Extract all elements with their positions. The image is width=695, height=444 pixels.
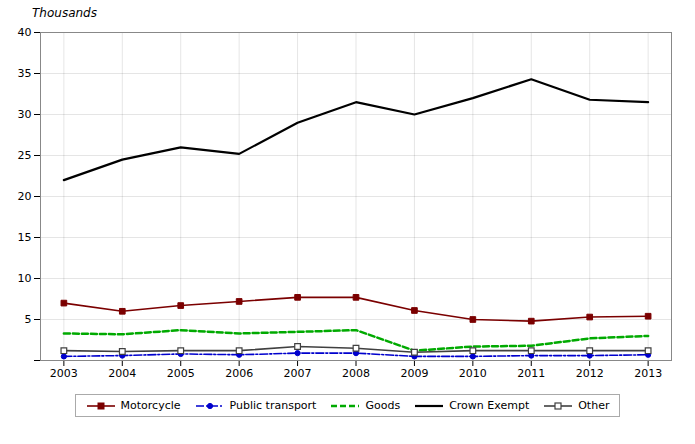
- svg-text:20: 20: [18, 190, 32, 203]
- html-text:Motorcycle: Motorcycle: [120, 399, 181, 412]
- svg-text:10: 10: [18, 272, 32, 285]
- svg-text:2011: 2011: [517, 367, 545, 380]
- svg-text:2009: 2009: [400, 367, 428, 380]
- html-text:Public transport: Public transport: [229, 399, 317, 412]
- svg-text:2005: 2005: [167, 367, 195, 380]
- html-text:Goods: Goods: [365, 399, 401, 412]
- svg-text:2012: 2012: [576, 367, 604, 380]
- svg-text:25: 25: [18, 149, 32, 162]
- svg-text:2007: 2007: [284, 367, 312, 380]
- svg-text:2003: 2003: [50, 367, 78, 380]
- svg-text:35: 35: [18, 67, 32, 80]
- svg-text:30: 30: [18, 108, 32, 121]
- html-text:Other: Other: [578, 399, 610, 412]
- svg-text:2013: 2013: [634, 367, 662, 380]
- svg-text:2008: 2008: [342, 367, 370, 380]
- svg-text:2006: 2006: [225, 367, 253, 380]
- html-text:Crown Exempt: Crown Exempt: [449, 399, 530, 412]
- svg-text:2004: 2004: [108, 367, 136, 380]
- svg-text:5: 5: [25, 313, 32, 326]
- svg-text:40: 40: [18, 26, 32, 39]
- html-text:Thousands: Thousands: [32, 6, 97, 20]
- svg-text:15: 15: [18, 231, 32, 244]
- svg-text:2010: 2010: [459, 367, 487, 380]
